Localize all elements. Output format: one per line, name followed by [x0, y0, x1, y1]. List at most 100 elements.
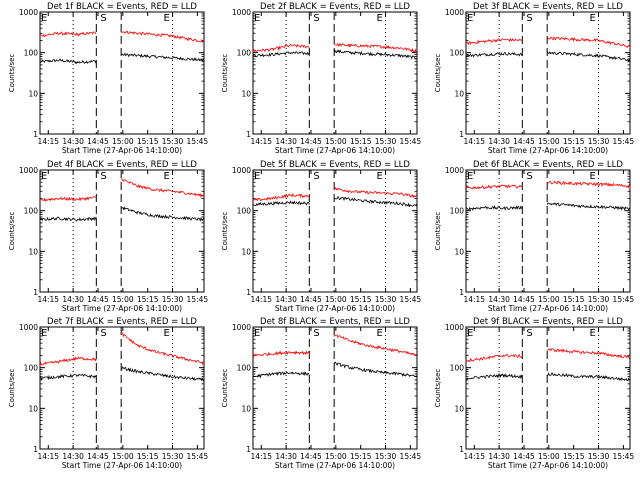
x-tick-label: 14:30: [275, 295, 297, 304]
y-tick-label: 1: [33, 445, 38, 454]
series-events-after: [547, 372, 631, 382]
x-tick-label: 14:30: [488, 295, 510, 304]
series-lld-before: [252, 193, 310, 202]
series-events-before: [39, 216, 97, 222]
series-events-before: [39, 58, 97, 65]
x-axis-label: Start Time (27-Apr-06 14:10:00): [62, 304, 182, 313]
plot-frame: [39, 11, 205, 135]
y-axis-label: Counts/sec: [8, 369, 16, 408]
x-axis-label: Start Time (27-Apr-06 14:10:00): [488, 461, 608, 470]
y-tick-label: 1: [246, 288, 251, 297]
x-tick-label: 14:45: [87, 295, 109, 304]
series-lld-after: [547, 180, 631, 189]
end-marker: E: [377, 13, 383, 24]
x-tick-label: 15:15: [137, 137, 159, 146]
series-events-after: [120, 365, 205, 382]
y-axis-label: Counts/sec: [8, 54, 16, 93]
y-tick-label: 1: [459, 445, 464, 454]
y-axis-label: Counts/sec: [434, 212, 442, 251]
start-marker: S: [100, 328, 106, 339]
series-events-before: [465, 205, 523, 211]
end-marker: E: [41, 328, 47, 339]
end-marker: E: [590, 328, 596, 339]
y-tick-label: 10: [241, 404, 251, 413]
y-tick-label: 1000: [445, 8, 464, 17]
series-lld-after: [121, 178, 205, 199]
y-axis-label: Counts/sec: [8, 212, 16, 251]
plot-frame: [39, 169, 205, 293]
x-tick-label: 15:30: [588, 295, 610, 304]
series-lld-before: [466, 37, 523, 46]
y-tick-label: 1: [246, 445, 251, 454]
series-lld-after: [121, 30, 205, 44]
series-events-after: [121, 52, 205, 62]
series-events-after: [546, 51, 631, 63]
x-tick-label: 15:45: [187, 295, 209, 304]
y-tick-label: 1: [33, 130, 38, 139]
x-axis-label: Start Time (27-Apr-06 14:10:00): [62, 461, 182, 470]
y-tick-label: 10: [241, 89, 251, 98]
series-events-after: [546, 202, 630, 212]
start-marker: S: [313, 13, 319, 24]
x-tick-label: 15:30: [162, 295, 184, 304]
y-tick-label: 1000: [232, 8, 251, 17]
plot-frame: [39, 326, 205, 450]
x-tick-label: 14:30: [62, 295, 84, 304]
series-events-before: [39, 373, 97, 381]
y-tick-label: 1: [459, 288, 464, 297]
x-axis-label: Start Time (27-Apr-06 14:10:00): [275, 146, 395, 155]
series-lld-before: [465, 184, 523, 190]
x-tick-label: 15:00: [325, 452, 347, 461]
y-tick-label: 100: [237, 207, 252, 216]
y-tick-label: 1000: [19, 8, 38, 17]
panel-title: Det 9f BLACK = Events, RED = LLD: [473, 317, 623, 327]
series-events-after: [121, 205, 205, 222]
x-tick-label: 15:45: [187, 137, 209, 146]
x-tick-label: 14:30: [488, 137, 510, 146]
x-tick-label: 15:00: [538, 137, 560, 146]
y-tick-label: 10: [241, 247, 251, 256]
x-tick-label: 14:15: [37, 137, 59, 146]
end-marker: E: [164, 13, 170, 24]
end-marker: E: [467, 13, 473, 24]
x-tick-label: 15:15: [563, 137, 585, 146]
plot-frame: [252, 169, 418, 293]
x-tick-label: 15:15: [563, 452, 585, 461]
y-axis-label: Counts/sec: [434, 54, 442, 93]
x-tick-label: 15:45: [187, 452, 209, 461]
x-tick-label: 15:30: [162, 452, 184, 461]
end-marker: E: [164, 328, 170, 339]
x-tick-label: 14:30: [488, 452, 510, 461]
panel-title: Det 7f BLACK = Events, RED = LLD: [47, 317, 197, 327]
panel-title: Det 1f BLACK = Events, RED = LLD: [47, 2, 197, 12]
series-events-after: [334, 195, 418, 208]
series-events-before: [252, 51, 310, 58]
end-marker: E: [377, 171, 383, 182]
end-marker: E: [254, 328, 260, 339]
x-tick-label: 14:30: [62, 137, 84, 146]
x-tick-label: 15:00: [112, 295, 134, 304]
panel-det-4: Det 4f BLACK = Events, RED = LLD 1 10 100 10…: [8, 160, 208, 313]
y-tick-label: 100: [450, 49, 465, 58]
y-axis-label: Counts/sec: [221, 212, 229, 251]
y-tick-label: 100: [24, 207, 39, 216]
x-tick-label: 15:30: [588, 137, 610, 146]
y-axis-label: Counts/sec: [221, 54, 229, 93]
series-lld-before: [252, 43, 310, 53]
x-tick-label: 14:15: [463, 137, 485, 146]
y-tick-label: 10: [28, 404, 38, 413]
x-tick-label: 15:45: [400, 452, 422, 461]
end-marker: E: [590, 13, 596, 24]
y-tick-label: 100: [24, 364, 39, 373]
y-tick-label: 10: [454, 89, 464, 98]
series-lld-after: [334, 42, 418, 54]
x-tick-label: 14:45: [300, 137, 322, 146]
end-marker: E: [590, 171, 596, 182]
panel-det-9: Det 9f BLACK = Events, RED = LLD 1 10 100 10…: [434, 317, 634, 470]
x-tick-label: 15:30: [162, 137, 184, 146]
series-lld-after: [546, 35, 631, 49]
start-marker: S: [313, 328, 319, 339]
x-tick-label: 14:15: [463, 295, 485, 304]
y-tick-label: 1000: [232, 323, 251, 332]
end-marker: E: [377, 328, 383, 339]
